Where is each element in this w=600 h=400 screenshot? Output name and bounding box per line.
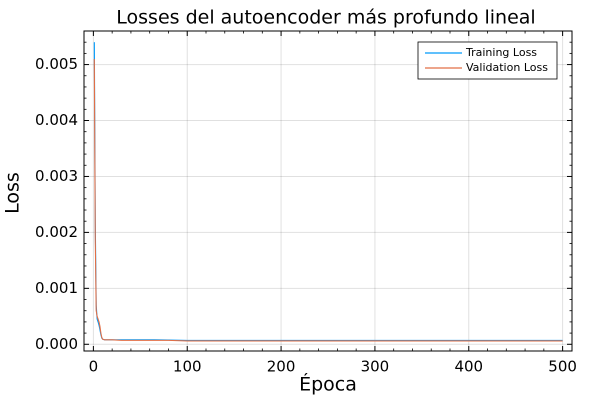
x-tick-label: 100 [173, 358, 202, 376]
x-axis-label: Época [299, 373, 357, 396]
chart-title: Losses del autoencoder más profundo line… [116, 7, 535, 29]
x-tick-label: 200 [267, 358, 296, 376]
y-tick-label: 0.000 [35, 335, 78, 353]
plot-frame [83, 30, 573, 352]
axis-ticks [84, 30, 572, 351]
series-lines [93, 42, 563, 342]
legend-box [417, 41, 558, 80]
y-tick-label: 0.003 [35, 167, 78, 185]
tick-labels: 0 100 200 300 400 500 0.000 0.001 0.002 0.003 0.00… [35, 55, 577, 375]
series-line-validation-loss [93, 58, 563, 342]
legend-label-training-loss: Training Loss [465, 46, 537, 59]
y-tick-label: 0.004 [35, 111, 78, 129]
legend-label-validation-loss: Validation Loss [466, 61, 548, 74]
x-tick-label: 300 [361, 358, 390, 376]
y-tick-label: 0.005 [35, 55, 78, 73]
grid-lines [84, 31, 572, 351]
x-tick-label: 0 [89, 358, 99, 376]
y-tick-label: 0.001 [35, 279, 78, 297]
legend: Training Loss Validation Loss [417, 41, 558, 80]
x-tick-label: 400 [454, 358, 483, 376]
plot-border [83, 30, 573, 352]
y-axis-label: Loss [2, 172, 24, 214]
y-tick-label: 0.002 [35, 223, 78, 241]
x-tick-label: 500 [548, 358, 577, 376]
